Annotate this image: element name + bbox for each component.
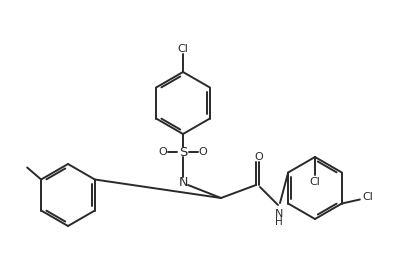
Text: N: N — [275, 209, 283, 219]
Text: O: O — [198, 147, 208, 157]
Text: N: N — [178, 176, 188, 189]
Text: H: H — [275, 217, 283, 227]
Text: Cl: Cl — [178, 44, 188, 54]
Text: O: O — [255, 152, 263, 162]
Text: Cl: Cl — [310, 177, 320, 187]
Text: S: S — [179, 145, 187, 158]
Text: O: O — [159, 147, 167, 157]
Text: Cl: Cl — [362, 192, 373, 201]
